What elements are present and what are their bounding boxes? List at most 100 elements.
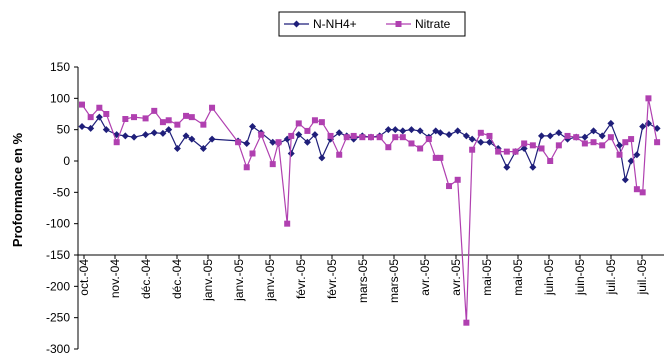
data-point xyxy=(350,132,357,139)
data-point xyxy=(258,131,265,138)
y-tick-label: 150 xyxy=(50,60,70,74)
x-tick-label: janv.-05 xyxy=(201,259,215,302)
y-tick-label: -200 xyxy=(46,279,70,293)
y-tick-label: -100 xyxy=(46,217,70,231)
data-point xyxy=(555,129,563,137)
data-point xyxy=(150,129,158,137)
y-tick-label: 100 xyxy=(50,91,70,105)
data-point xyxy=(445,131,453,139)
data-point xyxy=(446,183,453,190)
y-tick-label: 50 xyxy=(57,123,71,137)
x-tick-label: janv.-05 xyxy=(232,259,246,302)
x-tick-label: févr.-05 xyxy=(294,259,308,299)
data-point xyxy=(284,220,291,227)
data-point xyxy=(249,150,256,157)
data-point xyxy=(503,163,511,171)
data-point xyxy=(295,131,303,139)
y-tick-label: -50 xyxy=(53,185,71,199)
data-point xyxy=(573,134,580,141)
data-point xyxy=(384,126,392,134)
y-tick-label: 0 xyxy=(63,154,70,168)
data-point xyxy=(486,132,493,139)
x-tick-label: juin-05 xyxy=(542,259,556,296)
data-point xyxy=(130,133,138,141)
data-point xyxy=(546,132,554,140)
data-point xyxy=(621,176,629,184)
data-point xyxy=(425,136,432,143)
data-point xyxy=(598,132,606,140)
x-tick-label: déc.-04 xyxy=(139,259,153,299)
x-tick-label: mai-05 xyxy=(511,259,525,296)
y-tick-label: -250 xyxy=(46,311,70,325)
data-point xyxy=(311,131,319,139)
data-point xyxy=(454,176,461,183)
x-tick-label: mars-05 xyxy=(356,259,370,303)
data-point xyxy=(529,142,536,149)
data-point xyxy=(275,139,282,146)
x-tick-label: avr.-05 xyxy=(449,259,463,296)
y-tick-label: -300 xyxy=(46,342,70,356)
data-point xyxy=(607,134,614,141)
data-point xyxy=(288,132,295,139)
x-tick-label: mai-05 xyxy=(480,259,494,296)
data-point xyxy=(639,123,647,131)
series-nitrate xyxy=(79,95,661,326)
data-point xyxy=(520,144,528,152)
data-point xyxy=(159,129,167,137)
legend-label-nitrate: Nitrate xyxy=(415,17,451,31)
data-point xyxy=(538,145,545,152)
data-point xyxy=(538,132,546,140)
data-point xyxy=(368,134,374,141)
data-point xyxy=(399,127,407,135)
data-point xyxy=(391,126,399,134)
data-point xyxy=(495,148,502,155)
x-tick-label: oct.-04 xyxy=(77,259,91,296)
data-point xyxy=(304,127,311,134)
data-point xyxy=(142,115,149,122)
data-point xyxy=(376,134,383,141)
data-point xyxy=(183,112,190,119)
x-tick-label: févr.-05 xyxy=(325,259,339,299)
data-point xyxy=(590,139,597,146)
data-point xyxy=(113,139,120,146)
data-point xyxy=(564,132,571,139)
data-point xyxy=(359,134,366,141)
data-point xyxy=(173,144,181,152)
data-point xyxy=(165,117,172,124)
data-point xyxy=(182,132,190,140)
data-point xyxy=(327,132,334,139)
data-point xyxy=(616,141,624,149)
data-point xyxy=(599,142,606,149)
data-point xyxy=(633,186,640,193)
data-point xyxy=(521,140,528,147)
data-point xyxy=(318,119,325,126)
data-point xyxy=(335,129,343,137)
data-point xyxy=(628,136,635,143)
data-point xyxy=(343,134,350,141)
data-point xyxy=(151,107,158,114)
data-point xyxy=(529,163,537,171)
x-tick-label: avr.-05 xyxy=(418,259,432,296)
data-point xyxy=(249,123,257,131)
data-point xyxy=(581,140,588,147)
legend-label-nnh4: N-NH4+ xyxy=(313,17,357,31)
legend-marker-square xyxy=(395,21,402,27)
data-point xyxy=(639,189,646,196)
data-point xyxy=(468,135,476,143)
x-tick-label: juil.-05 xyxy=(635,259,649,296)
data-point xyxy=(336,151,343,158)
data-point xyxy=(159,119,166,126)
series-line xyxy=(81,116,658,180)
data-point xyxy=(103,111,110,117)
data-point xyxy=(644,119,652,127)
y-axis-title: Proformance en % xyxy=(10,132,25,247)
data-point xyxy=(142,131,150,139)
data-point xyxy=(96,104,103,111)
data-point xyxy=(590,127,598,135)
data-point xyxy=(131,114,138,121)
data-point xyxy=(95,113,103,121)
data-point xyxy=(87,124,95,132)
data-point xyxy=(87,114,94,121)
data-point xyxy=(407,126,415,134)
